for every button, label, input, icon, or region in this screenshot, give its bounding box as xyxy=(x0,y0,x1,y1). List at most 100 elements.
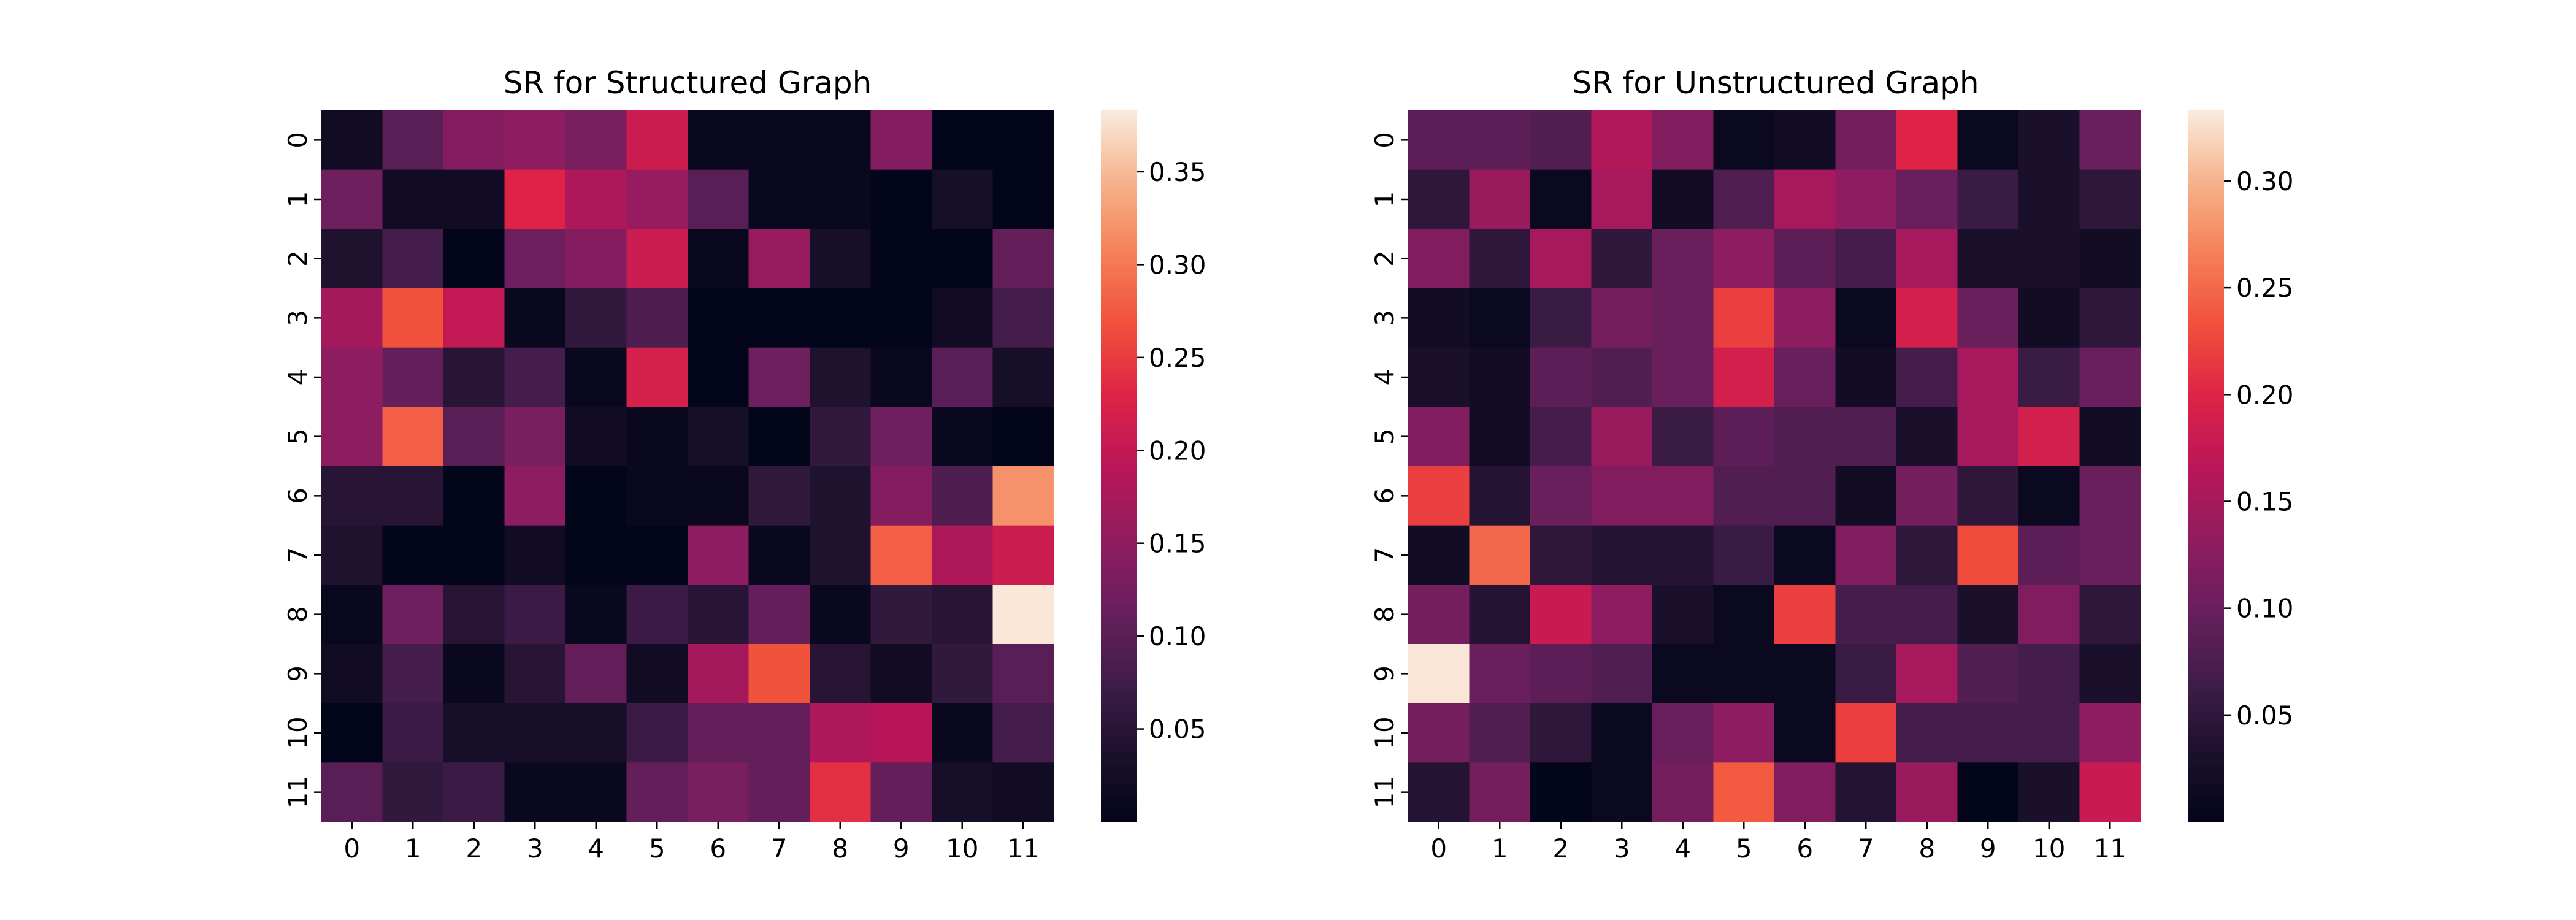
colorbar-segment xyxy=(1101,242,1137,247)
colorbar-segment xyxy=(1101,548,1137,552)
colorbar-segment xyxy=(1101,487,1137,492)
colorbar-segment xyxy=(2188,797,2224,801)
y-tick-label: 10 xyxy=(1370,716,1400,749)
heatmap-cell xyxy=(1774,407,1836,467)
y-tick-label: 11 xyxy=(1370,776,1400,808)
colorbar-segment xyxy=(2188,658,2224,662)
colorbar-segment xyxy=(2188,320,2224,324)
colorbar-segment xyxy=(1101,640,1137,645)
colorbar-segment xyxy=(2188,573,2224,577)
heatmap-cell xyxy=(321,288,383,348)
colorbar-segment xyxy=(1101,626,1137,631)
x-tick-label: 11 xyxy=(1007,834,1040,864)
heatmap-cell xyxy=(2018,466,2080,526)
colorbar-segment xyxy=(2188,694,2224,698)
colorbar-segment xyxy=(1101,228,1137,232)
heatmap-cell xyxy=(626,407,688,467)
heatmap-panel-unstructured: SR for Unstructured Graph 0 1 2 3 4 5 6 7 8 9 10 11… xyxy=(1370,65,2294,864)
heatmap-cell xyxy=(1591,407,1653,467)
colorbar-segment xyxy=(2188,125,2224,129)
colorbar-segment xyxy=(2188,662,2224,666)
colorbar-segment xyxy=(1101,597,1137,602)
colorbar-segment xyxy=(1101,263,1137,267)
colorbar-segment xyxy=(2188,672,2224,677)
heatmap-cell xyxy=(1408,762,1470,822)
colorbar-segment xyxy=(2188,420,2224,424)
colorbar-segment xyxy=(2188,291,2224,296)
heatmap-cell xyxy=(992,703,1054,763)
colorbar-segment xyxy=(1101,629,1137,634)
colorbar-segment xyxy=(2188,256,2224,261)
colorbar-segment xyxy=(1101,644,1137,648)
colorbar-segment xyxy=(1101,445,1137,449)
colorbar-segment xyxy=(1101,110,1137,115)
heatmap-cell xyxy=(932,229,994,289)
colorbar-segment xyxy=(2188,494,2224,499)
colorbar-segment xyxy=(1101,480,1137,485)
colorbar-segment xyxy=(1101,718,1137,723)
heatmap-cell xyxy=(565,169,627,229)
colorbar-segment xyxy=(2188,142,2224,147)
heatmap-cell xyxy=(1713,229,1775,289)
colorbar-tick-label: 0.20 xyxy=(2236,380,2294,410)
colorbar-segment xyxy=(2188,331,2224,335)
heatmap-cell xyxy=(810,347,872,407)
colorbar-segment xyxy=(1101,117,1137,122)
colorbar-segment xyxy=(2188,409,2224,413)
x-tick-label: 3 xyxy=(527,834,543,864)
heatmap-cell xyxy=(504,585,566,645)
colorbar-tick-label: 0.15 xyxy=(2236,486,2294,516)
heatmap-cell xyxy=(2079,110,2141,171)
colorbar-segment xyxy=(1101,342,1137,346)
colorbar-segment xyxy=(1101,270,1137,275)
colorbar-segment xyxy=(1101,135,1137,140)
colorbar-segment xyxy=(1101,462,1137,467)
heatmap-cell xyxy=(1957,347,2019,407)
y-tick-label: 4 xyxy=(283,369,313,386)
colorbar-segment xyxy=(2188,565,2224,570)
heatmap-cell xyxy=(504,407,566,467)
colorbar-segment xyxy=(2188,711,2224,716)
heatmap-cell xyxy=(748,407,810,467)
colorbar-segment xyxy=(1101,623,1137,627)
colorbar-segment xyxy=(2188,192,2224,196)
colorbar-segment xyxy=(1101,583,1137,588)
heatmap-cell xyxy=(932,644,994,704)
colorbar-segment xyxy=(1101,793,1137,798)
heatmap-cell xyxy=(688,703,749,763)
heatmap-cell xyxy=(1408,525,1470,585)
heatmap-cell xyxy=(1896,229,1958,289)
heatmap-cell xyxy=(1408,229,1470,289)
heatmap-cell xyxy=(1469,762,1531,822)
colorbar-segment xyxy=(1101,605,1137,609)
heatmap-cell xyxy=(2018,407,2080,467)
x-axis-structured: 0 1 2 3 4 5 6 7 8 9 10 11 xyxy=(343,822,1040,864)
colorbar-segment xyxy=(2188,345,2224,350)
heatmap-cell xyxy=(1652,407,1714,467)
colorbar-segment xyxy=(2188,815,2224,819)
colorbar-segment xyxy=(1101,477,1137,481)
x-tick-label: 1 xyxy=(405,834,421,864)
heatmap-cell xyxy=(1713,703,1775,763)
colorbar-segment xyxy=(1101,362,1137,367)
heatmap-cell xyxy=(1957,644,2019,704)
colorbar-segment xyxy=(1101,558,1137,563)
heatmap-cell xyxy=(1652,288,1714,348)
heatmap-cell xyxy=(688,525,749,585)
heatmap-cell xyxy=(992,762,1054,822)
colorbar-segment xyxy=(2188,526,2224,531)
colorbar-segment xyxy=(1101,377,1137,381)
colorbar-segment xyxy=(2188,217,2224,221)
heatmap-cell xyxy=(1591,703,1653,763)
colorbar-segment xyxy=(1101,544,1137,549)
colorbar-segment xyxy=(2188,591,2224,595)
colorbar-segment xyxy=(1101,736,1137,741)
colorbar-segment xyxy=(2188,427,2224,431)
colorbar-segment xyxy=(2188,316,2224,321)
colorbar-segment xyxy=(2188,523,2224,527)
colorbar-segment xyxy=(2188,690,2224,694)
colorbar-segment xyxy=(1101,619,1137,623)
colorbar-segment xyxy=(1101,562,1137,567)
heatmap-cell xyxy=(504,644,566,704)
heatmap-cell xyxy=(1530,525,1592,585)
